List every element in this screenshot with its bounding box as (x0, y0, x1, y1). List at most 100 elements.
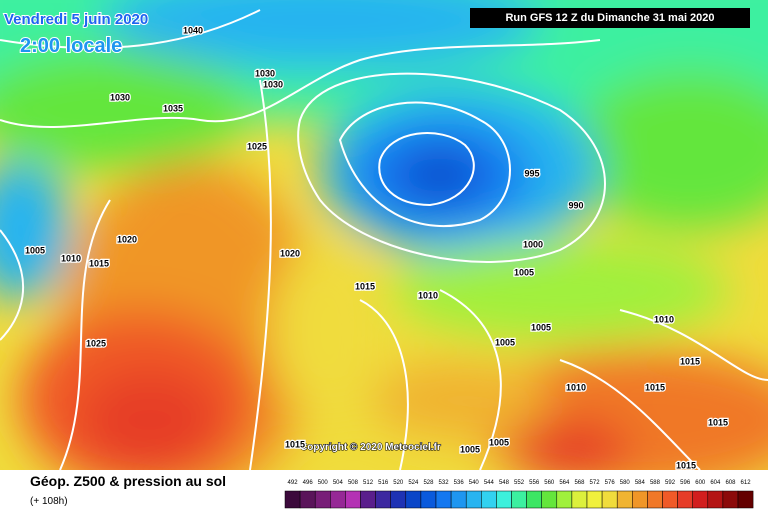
scale-cell (632, 490, 648, 509)
scale-cell (375, 490, 391, 509)
copyright: Copyright © 2020 Meteociel.fr (300, 442, 441, 453)
scale-label: 584 (635, 480, 646, 486)
field (0, 0, 768, 470)
scale-cell (677, 490, 693, 509)
scale-label: 536 (454, 480, 465, 486)
scale-label: 556 (529, 480, 540, 486)
isobar-label: 1005 (495, 337, 515, 347)
isobar-label: 995 (524, 168, 539, 178)
scale-cell (556, 490, 573, 509)
scale-label: 492 (288, 480, 299, 486)
scale-cell (481, 490, 497, 509)
scale-cell (737, 490, 754, 509)
scale-label: 516 (378, 480, 389, 486)
isobar-label: 1015 (355, 281, 375, 291)
scale-cell (692, 490, 709, 509)
scale-cell (360, 490, 376, 509)
isobar-label: 1020 (117, 234, 137, 244)
scale-cell (465, 490, 482, 509)
scale-cell (496, 490, 512, 509)
scale-label: 520 (393, 480, 404, 486)
isobar-label: 1035 (163, 103, 183, 113)
isobar-labels: 1040103010351030103010259959901000100510… (24, 24, 730, 472)
isobar-label: 1010 (566, 382, 586, 392)
scale-label: 528 (423, 480, 434, 486)
scale-cell (435, 490, 452, 509)
isobar-label: 1005 (25, 245, 45, 255)
scale-label: 532 (439, 480, 450, 486)
isobar-label: 1015 (680, 356, 700, 366)
scale-cell (722, 490, 739, 509)
isobar-label: 1040 (183, 25, 203, 35)
scale-label: 592 (665, 480, 676, 486)
scale-cell (526, 490, 542, 509)
scale-cell (405, 490, 422, 509)
scale-cell (299, 490, 316, 509)
isobar-label: 1005 (531, 322, 551, 332)
isobar-label: 1010 (654, 314, 674, 324)
isobar-label: 1010 (61, 253, 81, 263)
scale-label: 500 (318, 480, 329, 486)
scale-label: 588 (650, 480, 661, 486)
scale-label: 580 (620, 480, 631, 486)
scale-cell (662, 490, 678, 509)
scale-cell (420, 490, 437, 509)
scale-label: 512 (363, 480, 374, 486)
scale-label: 552 (514, 480, 525, 486)
footer-lead: (+ 108h) (30, 496, 68, 507)
scale-cell (571, 490, 588, 509)
isobar-label: 1005 (460, 444, 480, 454)
scale-cell (330, 490, 346, 509)
scale-label: 576 (605, 480, 616, 486)
isobar-label: 1015 (645, 382, 665, 392)
scale-label: 508 (348, 480, 359, 486)
scale-cell (345, 490, 361, 509)
scale-label: 544 (484, 480, 495, 486)
isobar-label: 1005 (489, 437, 509, 447)
scale-label: 600 (695, 480, 706, 486)
forecast-time: 2:00 locale (20, 35, 122, 57)
scale-cell (314, 490, 331, 509)
scale-label: 504 (333, 480, 344, 486)
isobar-label: 1015 (676, 460, 696, 470)
scale-label: 596 (680, 480, 691, 486)
scale-cell (647, 490, 663, 509)
scale-cell (390, 490, 407, 509)
footer-title: Géop. Z500 & pression au sol (30, 473, 226, 489)
isobar-label: 1030 (110, 92, 130, 102)
scale-cell (586, 490, 603, 509)
isobar-label: 990 (568, 200, 583, 210)
scale-cell (511, 490, 527, 509)
isobar-label: 1015 (708, 417, 728, 427)
run-label: Run GFS 12 Z du Dimanche 31 mai 2020 (505, 12, 714, 24)
forecast-date: Vendredi 5 juin 2020 (4, 11, 148, 28)
scale-cell (616, 490, 633, 509)
scale-label: 496 (303, 480, 314, 486)
isobar-label: 1025 (247, 141, 267, 151)
scale-cell (601, 490, 618, 509)
scale-label: 548 (499, 480, 510, 486)
scale-label: 608 (725, 480, 736, 486)
isobar-label: 1005 (514, 267, 534, 277)
scale-label: 572 (590, 480, 601, 486)
scale-label: 568 (574, 480, 585, 486)
isobar-label: 1020 (280, 248, 300, 258)
scale-cell (707, 490, 724, 509)
scale-label: 612 (741, 480, 752, 486)
scale-cell (541, 490, 558, 509)
isobar-label: 1015 (285, 439, 305, 449)
scale-label: 560 (544, 480, 555, 486)
color-scale: 492 496 500 504 508 512 516 520 524 528 532 536 540 5… (284, 480, 754, 509)
isobar-label: 1030 (255, 68, 275, 78)
scale-cell (450, 490, 467, 509)
run-banner (470, 8, 750, 28)
scale-cell (284, 490, 301, 509)
scale-label: 540 (469, 480, 480, 486)
isobar-label: 1015 (89, 258, 109, 268)
isobar-label: 1030 (263, 79, 283, 89)
isobar-label: 1010 (418, 290, 438, 300)
scale-label: 524 (408, 480, 419, 486)
isobar-label: 1000 (523, 239, 543, 249)
isobar-label: 1025 (86, 338, 106, 348)
